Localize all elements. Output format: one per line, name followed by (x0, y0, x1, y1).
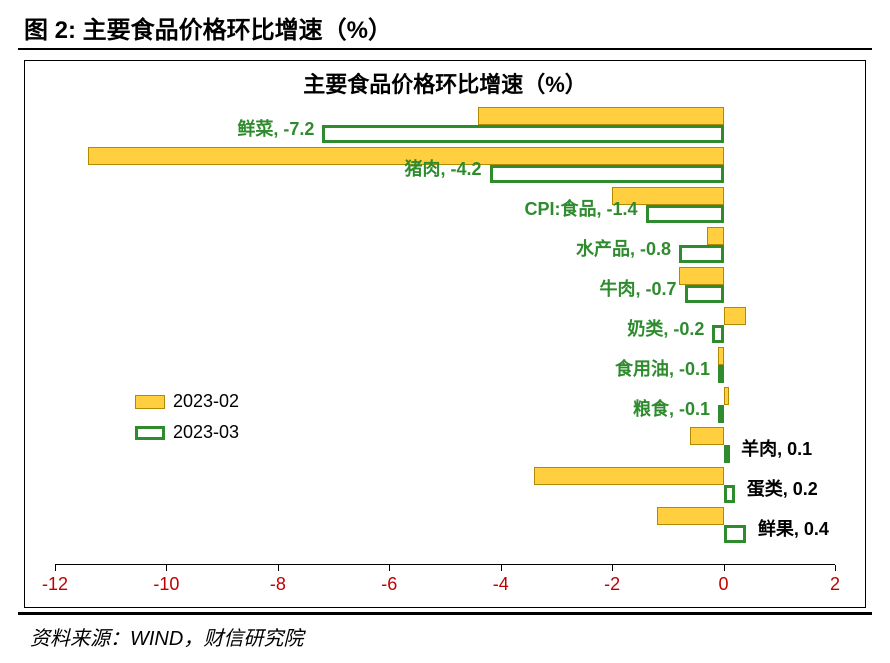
bar-2023-03 (322, 125, 723, 143)
bar-2023-02 (718, 347, 724, 365)
bar-2023-02 (657, 507, 724, 525)
caption-rule (18, 48, 872, 50)
row-label: 奶类, -0.2 (627, 315, 704, 341)
row-label: 水产品, -0.8 (576, 235, 671, 261)
bar-2023-03 (490, 165, 724, 183)
x-axis (55, 564, 835, 565)
bar-2023-02 (690, 427, 723, 445)
legend-swatch-feb (135, 395, 165, 409)
figure-container: 图 2: 主要食品价格环比增速（%） 主要食品价格环比增速（%） -12 -10 -… (0, 0, 890, 663)
bar-2023-03 (712, 325, 723, 343)
legend-item-feb: 2023-02 (135, 391, 285, 412)
bar-2023-03 (646, 205, 724, 223)
chart-box: 主要食品价格环比增速（%） -12 -10 -8 -6 -4 -2 0 2 鲜菜, -7.2 猪肉… (24, 60, 866, 608)
x-tick (835, 565, 836, 571)
bar-2023-03 (724, 485, 735, 503)
legend-item-mar: 2023-03 (135, 422, 285, 443)
x-tick (501, 565, 502, 571)
x-tick (166, 565, 167, 571)
x-tick (612, 565, 613, 571)
x-tick-label: -12 (42, 574, 68, 595)
x-tick (389, 565, 390, 571)
legend: 2023-02 2023-03 (135, 381, 285, 453)
x-tick (278, 565, 279, 571)
chart-row: 鲜菜, -7.2 (55, 105, 835, 145)
legend-swatch-mar (135, 426, 165, 440)
bar-2023-03 (724, 525, 746, 543)
bar-2023-03 (718, 405, 724, 423)
chart-row: 鲜果, 0.4 (55, 505, 835, 545)
chart-row: 食用油, -0.1 (55, 345, 835, 385)
x-tick-label: 0 (719, 574, 729, 595)
bar-2023-02 (534, 467, 723, 485)
chart-row: 奶类, -0.2 (55, 305, 835, 345)
bar-2023-03 (718, 365, 724, 383)
chart-row: 蛋类, 0.2 (55, 465, 835, 505)
x-tick-label: 2 (830, 574, 840, 595)
row-label: 鲜果, 0.4 (758, 515, 829, 541)
row-label: 猪肉, -4.2 (405, 155, 482, 181)
chart-row: 牛肉, -0.7 (55, 265, 835, 305)
bar-2023-03 (724, 445, 730, 463)
row-label: 羊肉, 0.1 (741, 435, 812, 461)
chart-row: 水产品, -0.8 (55, 225, 835, 265)
x-tick-label: -10 (153, 574, 179, 595)
row-label: 牛肉, -0.7 (600, 275, 677, 301)
legend-label-mar: 2023-03 (173, 422, 239, 443)
chart-title: 主要食品价格环比增速（%） (25, 67, 865, 99)
row-label: 蛋类, 0.2 (747, 475, 818, 501)
x-tick-label: -6 (381, 574, 397, 595)
bar-2023-03 (685, 285, 724, 303)
bar-2023-02 (478, 107, 723, 125)
figure-caption: 图 2: 主要食品价格环比增速（%） (24, 10, 392, 45)
bar-2023-02 (679, 267, 724, 285)
plot-area: -12-10-8-6-4-202鲜菜, -7.2猪肉, -4.2CPI:食品, … (55, 101, 835, 565)
legend-label-feb: 2023-02 (173, 391, 239, 412)
figure-source: 资料来源：WIND，财信研究院 (30, 622, 303, 651)
row-label: CPI:食品, -1.4 (525, 195, 638, 221)
row-label: 鲜菜, -7.2 (237, 115, 314, 141)
chart-row: 猪肉, -4.2 (55, 145, 835, 185)
chart-row: CPI:食品, -1.4 (55, 185, 835, 225)
x-tick (55, 565, 56, 571)
row-label: 食用油, -0.1 (615, 355, 710, 381)
bar-2023-02 (724, 307, 746, 325)
bar-2023-02 (707, 227, 724, 245)
x-tick-label: -8 (270, 574, 286, 595)
x-tick (724, 565, 725, 571)
footer-rule (18, 612, 872, 615)
x-tick-label: -4 (493, 574, 509, 595)
bar-2023-03 (679, 245, 724, 263)
bar-2023-02 (724, 387, 730, 405)
row-label: 粮食, -0.1 (633, 395, 710, 421)
x-tick-label: -2 (604, 574, 620, 595)
